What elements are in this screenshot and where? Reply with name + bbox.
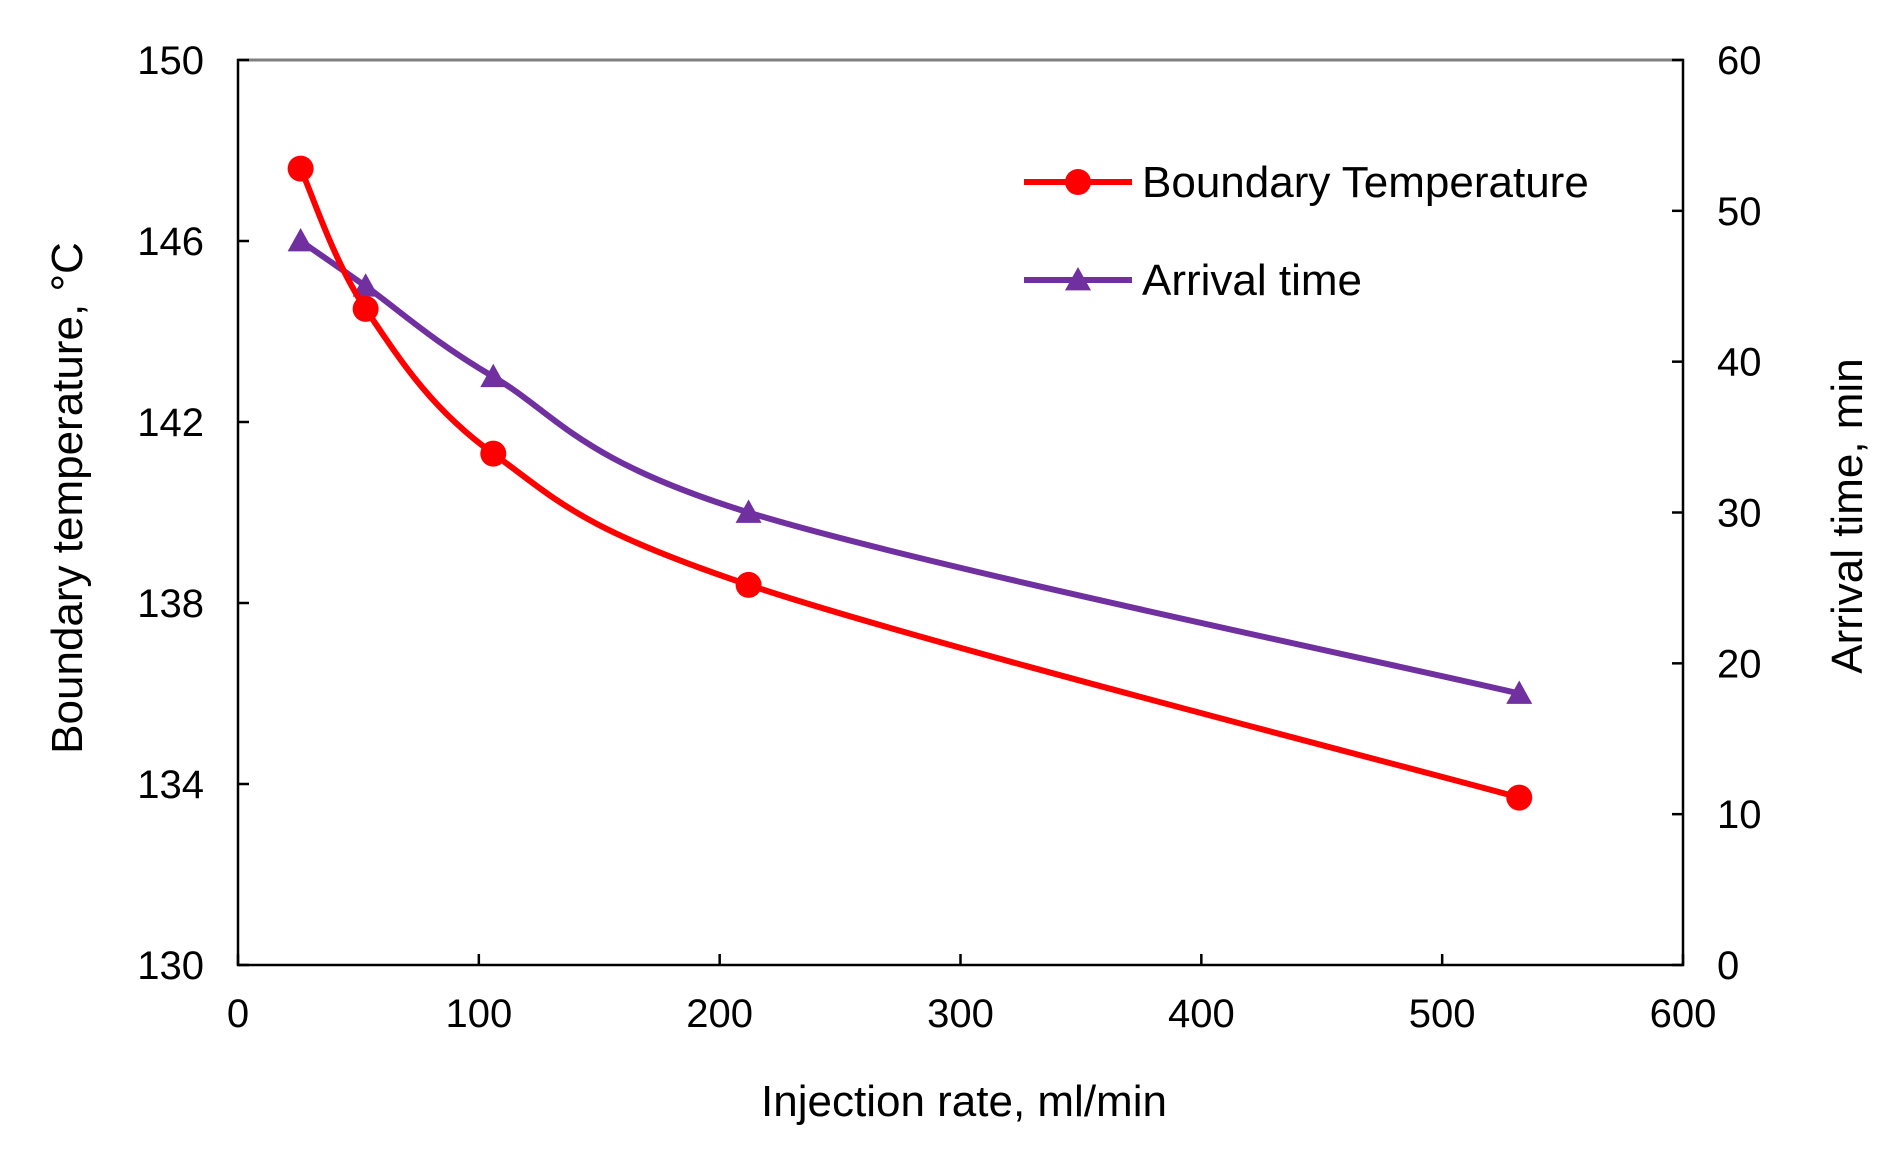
x-axis-title: Injection rate, ml/min — [761, 1077, 1167, 1126]
x-tick-label: 0 — [227, 992, 249, 1036]
y-right-tick-label: 30 — [1717, 492, 1762, 536]
legend-marker-boundary-temperature — [1065, 169, 1091, 195]
data-point-boundary-temperature — [735, 571, 762, 598]
data-point-boundary-temperature — [480, 440, 507, 467]
y-left-tick-label: 138 — [137, 582, 204, 626]
y-right-tick-label: 40 — [1717, 341, 1762, 385]
series-boundary-temperature — [287, 155, 1533, 811]
y-left-tick-label: 150 — [137, 39, 204, 83]
x-tick-label: 200 — [686, 992, 753, 1036]
y-right-tick-label: 50 — [1717, 190, 1762, 234]
series-group — [287, 155, 1533, 811]
legend-label-boundary-temperature: Boundary Temperature — [1142, 158, 1589, 207]
data-point-arrival-time — [480, 363, 507, 388]
data-point-boundary-temperature — [352, 295, 379, 322]
y-right-tick-label: 0 — [1717, 944, 1739, 988]
legend: Boundary Temperature Arrival time — [1024, 158, 1589, 305]
legend-marker-arrival-time — [1065, 267, 1091, 291]
data-point-boundary-temperature — [287, 155, 314, 182]
legend-label-arrival-time: Arrival time — [1142, 256, 1362, 305]
y-left-tick-label: 142 — [137, 401, 204, 445]
x-tick-label: 100 — [445, 992, 512, 1036]
series-arrival-time — [287, 228, 1533, 704]
x-tick-label: 600 — [1650, 992, 1717, 1036]
y-left-tick-label: 146 — [137, 220, 204, 264]
y-axis-right-title: Arrival time, min — [1823, 358, 1872, 673]
legend-item-boundary-temperature: Boundary Temperature — [1024, 158, 1589, 207]
y-axis-left-title: Boundary temperature, °C — [43, 242, 92, 754]
data-point-arrival-time — [352, 273, 379, 297]
y-right-tick-label: 10 — [1717, 793, 1762, 837]
y-right-tick-label: 20 — [1717, 642, 1762, 686]
x-tick-label: 400 — [1168, 992, 1235, 1036]
data-point-arrival-time — [1506, 680, 1533, 704]
y-left-tick-label: 134 — [137, 763, 204, 807]
legend-item-arrival-time: Arrival time — [1024, 256, 1362, 305]
data-point-boundary-temperature — [1506, 784, 1533, 811]
x-tick-label: 500 — [1409, 992, 1476, 1036]
y-left-tick-label: 130 — [137, 944, 204, 988]
x-tick-label: 300 — [927, 992, 994, 1036]
data-point-arrival-time — [287, 228, 314, 252]
y-right-tick-label: 60 — [1717, 39, 1762, 83]
data-point-arrival-time — [735, 499, 762, 523]
axes: 0 100 200 300 400 500 600 130 134 138 142 146 150 0 10… — [137, 39, 1761, 1036]
